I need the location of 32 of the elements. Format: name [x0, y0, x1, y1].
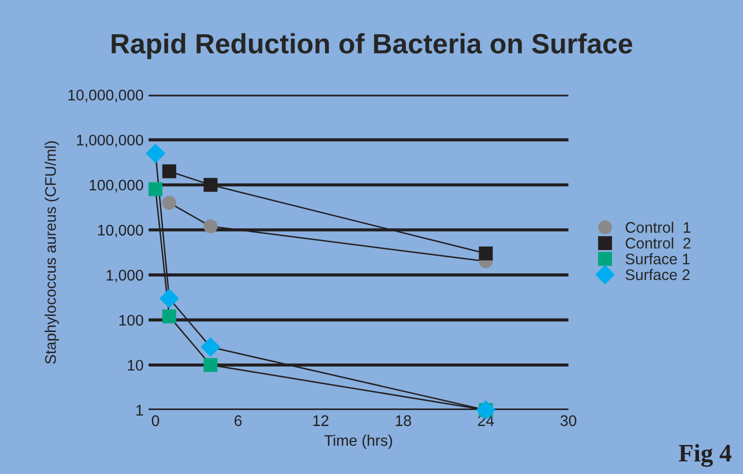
- x-tick-label: 12: [313, 415, 328, 426]
- legend-label: Surface 1: [626, 253, 690, 264]
- y-tick-label: 10,000: [98, 224, 144, 238]
- caption: Fig 4: [678, 444, 732, 467]
- x-axis-title: Time (hrs): [324, 434, 392, 449]
- point: [204, 178, 218, 192]
- y-tick-label: 1,000,000: [76, 134, 144, 148]
- x-tick-label: 6: [234, 415, 242, 426]
- point: [162, 196, 176, 210]
- legend-label: Control 1: [626, 222, 690, 233]
- y-axis-title: Staphylococcus aureus (CFU/ml): [44, 141, 59, 364]
- y-tick-label: 100: [119, 314, 144, 326]
- point: [478, 246, 493, 260]
- point: [162, 309, 176, 324]
- x-tick-label: 30: [560, 415, 576, 426]
- y-tick-label: 10,000,000: [68, 90, 144, 102]
- legend-label: Control 2: [626, 237, 690, 249]
- point: [146, 144, 166, 164]
- x-tick-label: 0: [152, 415, 160, 426]
- legend-label: Surface 2: [626, 268, 690, 280]
- y-tick-label: 100,000: [90, 180, 144, 192]
- y-tick-label: 10: [128, 360, 144, 371]
- point: [159, 288, 180, 308]
- y-tick-label: 1,000: [106, 270, 144, 282]
- point: [200, 337, 220, 357]
- point: [204, 219, 218, 234]
- x-tick-label: 18: [396, 415, 412, 426]
- point: [148, 182, 162, 196]
- chart-title: Rapid Reduction of Bacteria on Surface: [112, 33, 632, 60]
- point: [162, 164, 176, 178]
- point: [204, 358, 218, 372]
- y-tick-label: 1: [136, 405, 143, 416]
